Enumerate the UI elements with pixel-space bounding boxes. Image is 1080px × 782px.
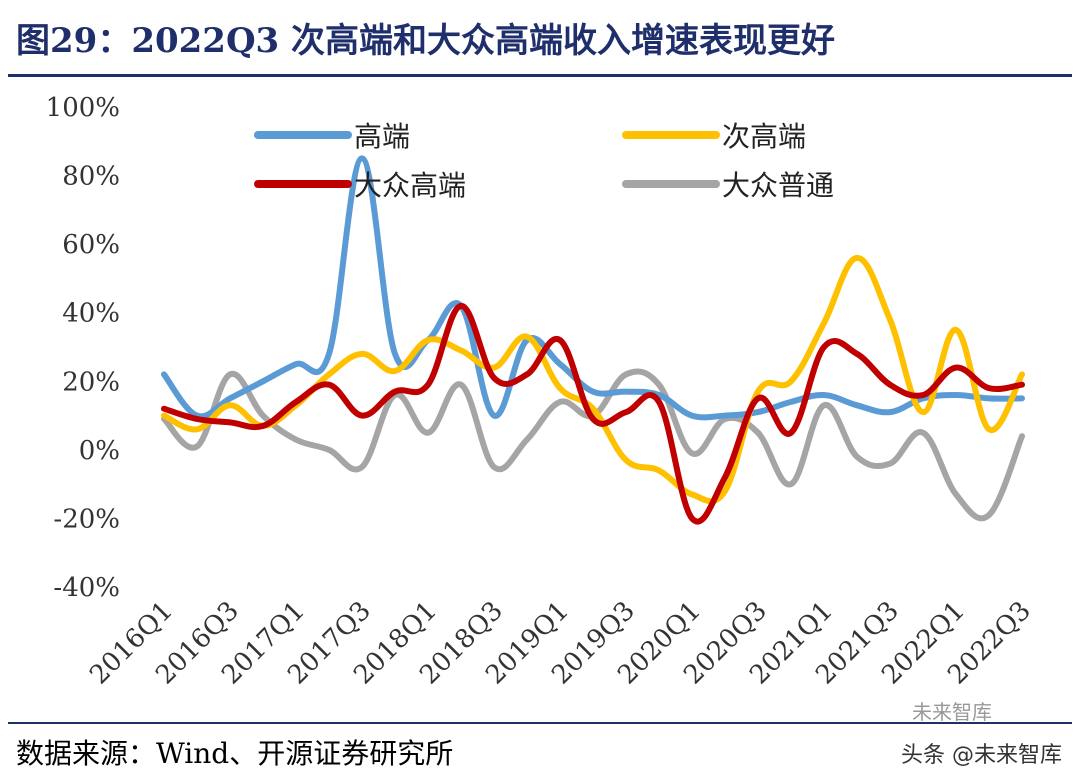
y-tick-label: 40% (62, 299, 120, 329)
series-line-2 (161, 302, 1025, 525)
y-tick-label: 80% (62, 162, 120, 192)
y-tick-label: 100% (46, 93, 120, 123)
y-tick-label: 20% (62, 367, 120, 397)
legend-label-1: 次高端 (722, 120, 806, 153)
watermark-logo: 未来智库 (912, 700, 992, 724)
y-tick-label: 0% (79, 436, 120, 466)
title-divider (8, 74, 1072, 77)
series-layer (161, 155, 1025, 525)
watermark: 头条 @未来智库 (897, 736, 1066, 776)
source-note: 数据来源：Wind、开源证券研究所 (16, 737, 454, 770)
legend-label-3: 大众普通 (722, 169, 834, 202)
y-tick-label: -40% (53, 573, 120, 603)
x-axis: 2016Q12016Q32017Q12017Q32018Q12018Q32019… (84, 596, 1037, 691)
line-chart: -40% -20% 0% 20% 40% 60% 80% 100% 2016Q12016Q32… (46, 93, 1037, 691)
y-axis: -40% -20% 0% 20% 40% 60% 80% 100% (46, 93, 120, 603)
y-tick-label: 60% (62, 230, 120, 260)
legend-label-0: 高端 (354, 120, 410, 153)
y-tick-label: -20% (53, 504, 120, 534)
chart-title: 图29：2022Q3 次高端和大众高端收入增速表现更好 (16, 21, 836, 61)
legend-label-2: 大众高端 (354, 169, 466, 202)
series-line-0 (161, 155, 1025, 421)
footer-divider (8, 722, 1072, 724)
